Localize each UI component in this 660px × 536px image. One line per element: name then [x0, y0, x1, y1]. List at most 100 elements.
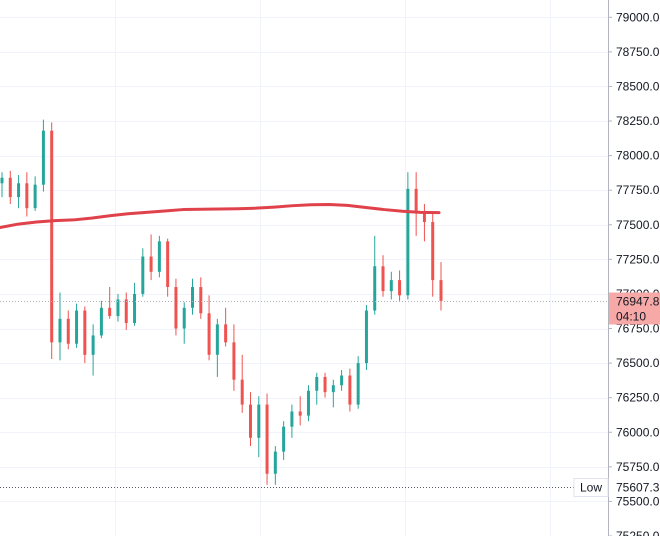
candle-body [182, 307, 186, 329]
candle-body [398, 280, 402, 296]
candle-body [191, 287, 195, 308]
candle [398, 270, 402, 301]
candle-body [58, 318, 62, 343]
candle-body [141, 256, 145, 294]
grid-lines [0, 0, 608, 536]
candle-body [257, 404, 261, 438]
y-tick-label: 76500.0 [616, 356, 660, 370]
candle-body [108, 307, 112, 317]
candle-body [17, 183, 21, 198]
candle-body [348, 375, 352, 405]
candle-body [240, 379, 244, 405]
low-label-background [573, 478, 609, 497]
y-tick-label: 78500.0 [616, 79, 660, 93]
candle [422, 204, 426, 242]
candle-body [50, 130, 54, 343]
candle-body [306, 390, 310, 416]
candle [75, 303, 79, 348]
candle [0, 172, 4, 198]
candle-body [356, 363, 360, 405]
candle-body [431, 222, 435, 281]
y-tick-label: 76000.0 [616, 425, 660, 439]
candle-body [166, 241, 170, 288]
candle [8, 170, 12, 205]
candle [356, 356, 360, 409]
low-label: Low [580, 481, 602, 495]
candle-body [75, 310, 79, 344]
candle-body [224, 324, 228, 343]
candle [33, 176, 37, 211]
candle-body [0, 177, 4, 184]
candle-body [248, 404, 252, 438]
candle-body [323, 376, 327, 393]
candle [282, 421, 286, 460]
y-tick-label: 77500.0 [616, 218, 660, 232]
low-value-background [609, 478, 660, 497]
candle [91, 324, 95, 376]
y-tick-label: 78250.0 [616, 114, 660, 128]
last-price-tag-background [609, 292, 660, 325]
candle [323, 372, 327, 398]
y-tick-label: 77750.0 [616, 183, 660, 197]
y-tick-label: 78750.0 [616, 45, 660, 59]
candle [439, 262, 443, 311]
candle-body [116, 299, 120, 317]
candle [116, 293, 120, 322]
y-tick-label: 75500.0 [616, 494, 660, 508]
candle [414, 172, 418, 236]
candle [174, 278, 178, 336]
candle [331, 379, 335, 408]
candle [83, 306, 87, 364]
candle [199, 277, 203, 319]
candle [41, 119, 45, 192]
candle-body [290, 411, 294, 427]
candle [240, 354, 244, 413]
candle [406, 172, 410, 300]
candle-body [315, 376, 319, 391]
candle-body [414, 188, 418, 211]
price-axis[interactable]: 79000.0 78750.0 78500.0 78250.0 78000.0 77750… [573, 0, 660, 536]
candle [248, 392, 252, 447]
candle [141, 248, 145, 297]
candle-body [364, 310, 368, 364]
candle [232, 324, 236, 391]
candle [133, 282, 137, 326]
candle-body [174, 287, 178, 329]
candle [50, 122, 54, 359]
candle [306, 385, 310, 422]
candle [25, 172, 29, 217]
candle [224, 307, 228, 347]
candle [108, 287, 112, 319]
last-price-tag: 76947.804:10 [609, 292, 660, 325]
candle-body [41, 130, 45, 185]
candle-body [282, 426, 286, 452]
candle [149, 234, 153, 281]
low-value-label: 75607.3 [616, 481, 660, 495]
candle [340, 370, 344, 391]
candle-body [8, 177, 12, 198]
candle-body [373, 266, 377, 311]
y-tick-label: 76750.0 [616, 322, 660, 336]
candle [381, 255, 385, 297]
candle [431, 213, 435, 297]
candle-body [298, 411, 302, 416]
candle-body [406, 188, 410, 296]
y-tick-label: 79000.0 [616, 10, 660, 24]
candle-body [91, 335, 95, 355]
candle [157, 235, 161, 278]
candle-body [439, 280, 443, 301]
candle [315, 372, 319, 405]
candle-body [340, 375, 344, 386]
candle-body [99, 307, 103, 336]
candle-body [232, 342, 236, 380]
candle [389, 271, 393, 300]
candle [364, 305, 368, 371]
candle-body [215, 324, 219, 355]
y-tick-label: 75750.0 [616, 460, 660, 474]
low-price-tag: Low 75607.3 [573, 478, 660, 497]
candle [273, 446, 277, 485]
candle-body [389, 280, 393, 292]
candle [99, 300, 103, 339]
candle-body [273, 451, 277, 474]
